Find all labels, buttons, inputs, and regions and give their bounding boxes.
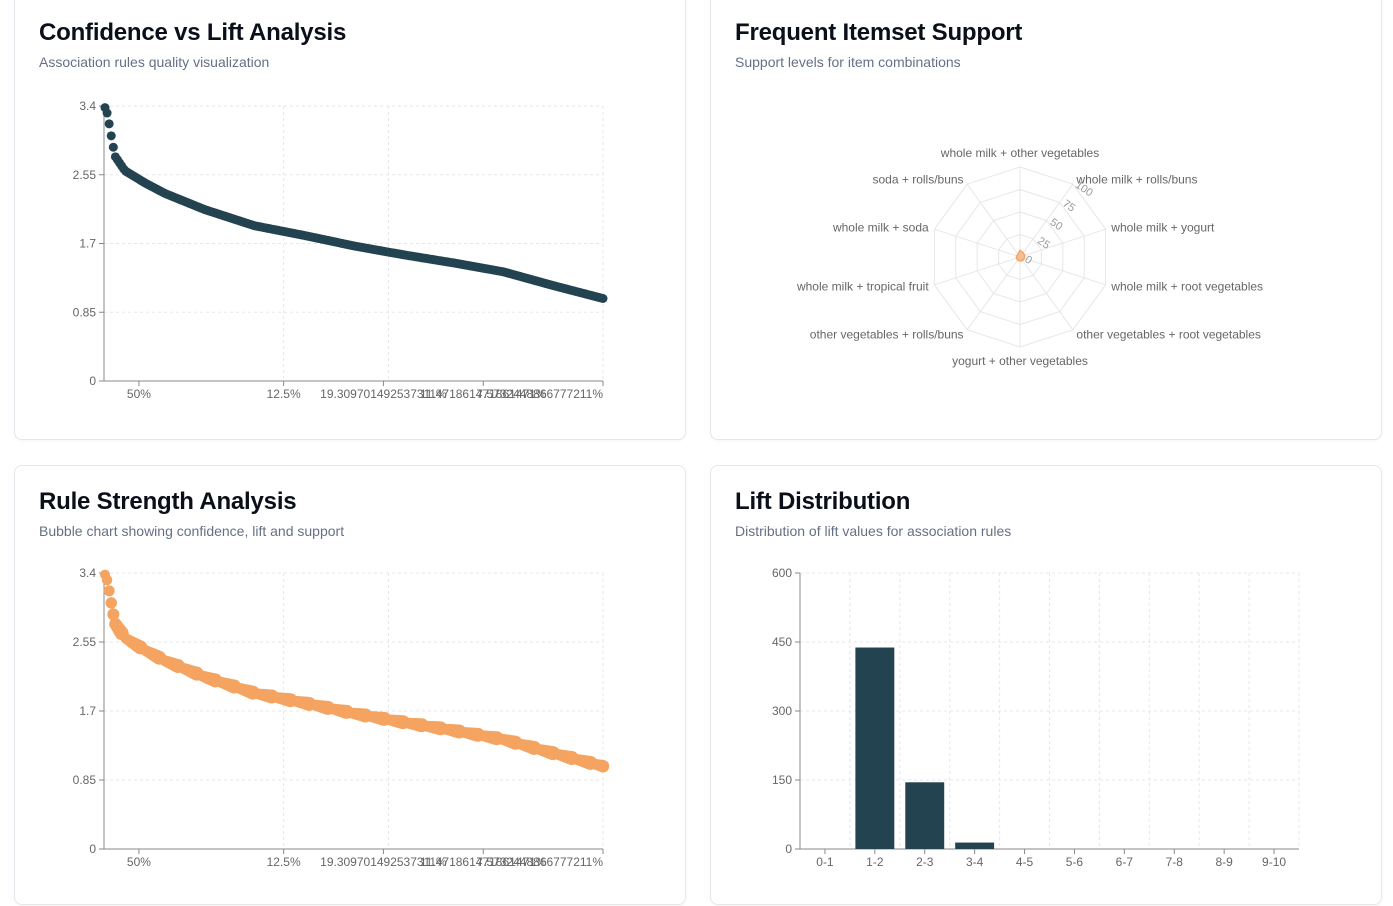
itemset-support-card: Frequent Itemset Support Support levels …	[710, 0, 1382, 440]
radar-category-label: whole milk + soda	[832, 220, 929, 234]
y-tick-label: 0	[89, 374, 96, 388]
x-tick-label: 7.5732448866777211%	[476, 855, 603, 869]
radar-data-area	[1015, 249, 1026, 262]
data-point	[596, 759, 610, 773]
y-tick-label: 0.85	[73, 773, 97, 787]
x-tick-label: 12.5%	[267, 855, 301, 869]
data-point	[103, 585, 115, 597]
radar-spoke	[966, 256, 1021, 331]
card-title: Lift Distribution	[735, 488, 911, 515]
rule-strength-card: Rule Strength Analysis Bubble chart show…	[14, 465, 686, 905]
y-tick-label: 150	[772, 773, 792, 787]
confidence-lift-scatter: 0 0.85 1.7 2.55 3.4 50% 12.5% 19.30970149253731…	[73, 99, 608, 401]
y-tick-label: 0	[785, 842, 792, 856]
radar-category-label: whole milk + root vegetables	[1110, 280, 1263, 294]
x-tick-label: 11.471861471861471%	[420, 855, 547, 869]
radar-category-label: other vegetables + root vegetables	[1076, 328, 1260, 342]
lift-distribution-bar: 0 150 300 450 600 0-1 1-2 2-3 3-4 4-5 5-6 6-7 7-8 8-9…	[772, 566, 1300, 869]
y-tick-label: 1.7	[79, 237, 96, 251]
data-point	[105, 597, 118, 609]
card-subtitle: Distribution of lift values for associat…	[735, 523, 1012, 539]
radar-category-label: whole milk + other vegetables	[940, 146, 1099, 160]
radar-spoke	[1019, 256, 1074, 331]
x-tick-label: 12.5%	[267, 387, 301, 401]
y-tick-label: 3.4	[79, 99, 96, 113]
y-tick-label: 1.7	[79, 704, 96, 718]
radar-spoke	[1019, 256, 1106, 286]
x-tick-label: 0-1	[816, 855, 834, 869]
y-tick-label: 0	[89, 842, 96, 856]
y-tick-label: 3.4	[79, 566, 96, 580]
card-subtitle: Support levels for item combinations	[735, 54, 961, 70]
radar-radial-tick: 75	[1060, 198, 1077, 215]
y-tick-label: 2.55	[73, 168, 97, 182]
x-tick-label: 50%	[127, 855, 151, 869]
x-tick-label: 9-10	[1262, 855, 1286, 869]
radar-spoke	[934, 256, 1021, 286]
x-tick-label: 3-4	[966, 855, 984, 869]
radar-category-label: yogurt + other vegetables	[952, 354, 1088, 368]
x-tick-label: 4-5	[1016, 855, 1034, 869]
y-tick-label: 600	[772, 566, 792, 580]
data-point	[101, 574, 113, 586]
radar-category-label: soda + rolls/buns	[873, 172, 964, 186]
lift-distribution-card: Lift Distribution Distribution of lift v…	[710, 465, 1382, 905]
x-tick-label: 8-9	[1215, 855, 1233, 869]
card-title: Confidence vs Lift Analysis	[39, 19, 347, 46]
y-tick-label: 450	[772, 635, 792, 649]
bar	[855, 647, 895, 849]
radar-category-label: other vegetables + rolls/buns	[810, 328, 964, 342]
data-point	[107, 608, 120, 621]
x-tick-label: 11.471861471861471%	[420, 387, 547, 401]
bar	[905, 782, 945, 849]
data-point	[102, 108, 112, 118]
card-subtitle: Association rules quality visualization	[39, 54, 270, 70]
x-tick-label: 50%	[127, 387, 151, 401]
radar-radial-tick: 25	[1035, 235, 1052, 252]
radar-spoke	[1019, 183, 1074, 258]
data-point	[106, 131, 116, 141]
x-tick-label: 2-3	[916, 855, 934, 869]
bar	[955, 842, 995, 849]
x-tick-label: 6-7	[1116, 855, 1134, 869]
card-subtitle: Bubble chart showing confidence, lift an…	[39, 523, 345, 539]
data-point	[104, 119, 114, 129]
data-point	[108, 142, 118, 152]
x-tick-label: 7-8	[1166, 855, 1184, 869]
y-tick-label: 300	[772, 704, 792, 718]
radar-category-label: whole milk + yogurt	[1110, 220, 1215, 234]
radar-spoke	[934, 228, 1021, 258]
radar-category-label: whole milk + tropical fruit	[796, 280, 929, 294]
rule-strength-bubble: 0 0.85 1.7 2.55 3.4 50% 12.5% 19.30970149253731…	[73, 566, 610, 869]
radar-category-label: whole milk + rolls/buns	[1075, 172, 1197, 186]
radar-spoke	[966, 183, 1021, 258]
card-title: Rule Strength Analysis	[39, 488, 297, 515]
x-tick-label: 7.5732448866777211%	[476, 387, 603, 401]
x-tick-label: 5-6	[1066, 855, 1084, 869]
data-point	[598, 294, 608, 303]
confidence-lift-card: Confidence vs Lift Analysis Association …	[14, 0, 686, 440]
radar-radial-tick: 50	[1048, 216, 1065, 233]
y-tick-label: 2.55	[73, 635, 97, 649]
radar-spoke	[1019, 228, 1106, 258]
y-tick-label: 0.85	[73, 305, 97, 319]
x-tick-label: 1-2	[866, 855, 884, 869]
x-tick-label: 19.309701492537311%	[320, 387, 447, 401]
radar-radial-tick: 0	[1022, 254, 1034, 267]
x-tick-label: 19.309701492537311%	[320, 855, 447, 869]
itemset-support-radar: whole milk + other vegetables whole milk …	[796, 146, 1263, 368]
card-title: Frequent Itemset Support	[735, 19, 1023, 46]
